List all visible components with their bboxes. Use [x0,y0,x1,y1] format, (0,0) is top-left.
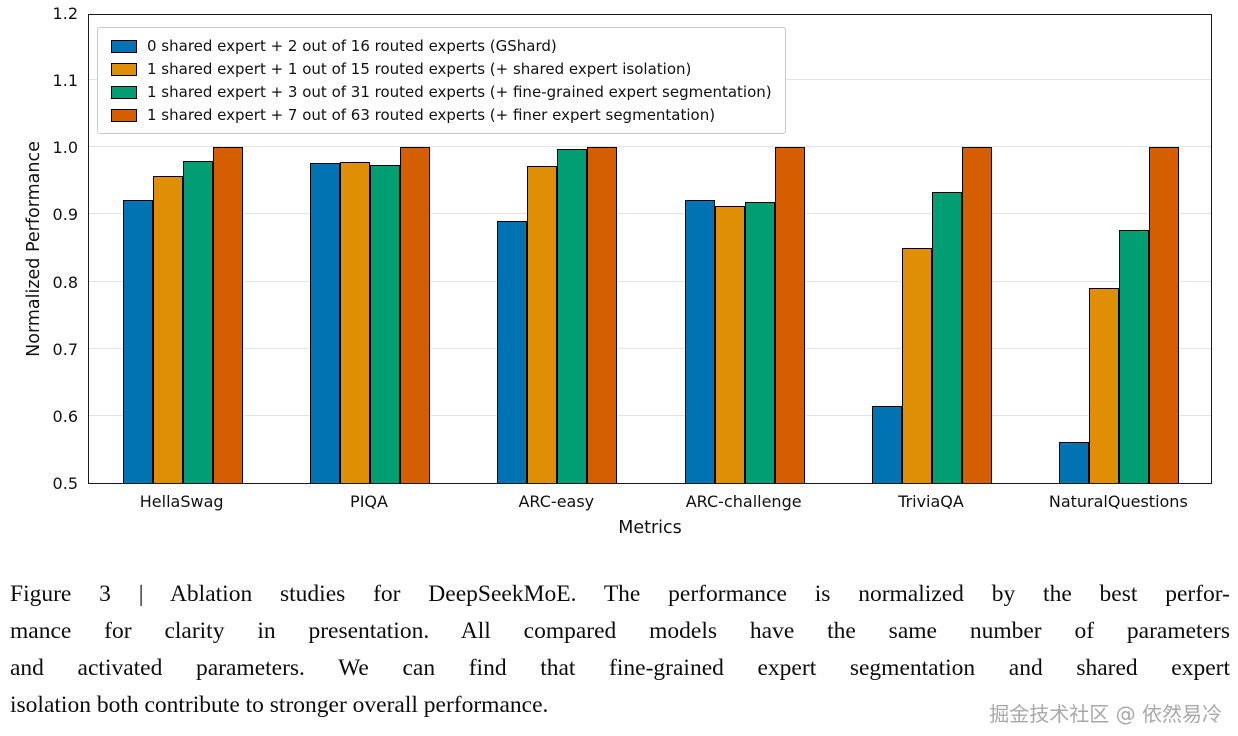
bar [1089,288,1120,483]
gridline [89,213,1211,215]
y-tick-label: 0.9 [52,205,78,225]
gridline [89,414,1211,416]
bar [684,200,715,483]
bar [962,147,992,483]
y-tick-label: 0.8 [52,272,78,292]
gridline [89,280,1211,282]
legend-item: 1 shared expert + 7 out of 63 routed exp… [111,106,772,124]
caption-line-1: Figure 3 | Ablation studies for DeepSeek… [10,581,1230,607]
legend-item: 0 shared expert + 2 out of 16 routed exp… [111,37,772,55]
x-tick-label: HellaSwag [139,492,224,511]
bar [557,148,588,483]
legend-label: 1 shared expert + 1 out of 15 routed exp… [147,60,692,78]
bar [152,176,183,483]
y-tick-label: 0.6 [52,406,78,426]
bars-layer [89,15,1211,483]
bar [744,202,775,483]
bar [872,405,902,483]
x-tick-label: ARC-easy [518,492,595,511]
x-axis-label: Metrics [618,518,682,538]
bar [340,162,370,483]
legend-swatch [111,39,137,53]
legend-label: 1 shared expert + 7 out of 63 routed exp… [147,106,716,124]
watermark: 掘金技术社区 @ 依然易冷 [989,702,1222,726]
y-tick-label: 1.1 [52,71,78,91]
bar [182,160,213,483]
bar [587,147,618,483]
bar [902,248,932,483]
bar [310,162,340,483]
bar [1149,147,1180,483]
y-tick-label: 0.7 [52,339,78,359]
bar [527,166,558,483]
legend-swatch [111,108,137,122]
x-tick-label: PIQA [350,492,388,511]
bar [370,164,400,483]
x-tick-label: NaturalQuestions [1048,492,1188,511]
figure-caption: Figure 3 | Ablation studies for DeepSeek… [10,576,1230,724]
legend-label: 1 shared expert + 3 out of 31 routed exp… [147,83,772,101]
y-tick-label: 1.0 [52,138,78,158]
caption-line-4: isolation both contribute to stronger ov… [10,692,549,718]
legend-item: 1 shared expert + 1 out of 15 routed exp… [111,60,772,78]
legend-swatch [111,62,137,76]
caption-line-3: and activated parameters. We can find th… [10,655,1230,681]
legend-item: 1 shared expert + 3 out of 31 routed exp… [111,83,772,101]
figure-3-chart: Normalized Performance 0 shared expert +… [24,4,1212,538]
gridline [89,146,1211,148]
y-tick-label: 0.5 [52,474,78,493]
bar [714,206,745,483]
bar [1059,442,1090,483]
y-axis-label: Normalized Performance [24,141,44,357]
legend-label: 0 shared expert + 2 out of 16 routed exp… [147,37,557,55]
caption-line-2: mance for clarity in presentation. All c… [10,618,1230,644]
bar [212,147,243,483]
y-tick-label: 1.2 [52,4,78,23]
bar [774,147,805,483]
bar [932,191,962,483]
gridline [89,347,1211,349]
bar [497,221,528,483]
x-tick-label: ARC-challenge [685,492,802,511]
bar [122,199,153,483]
x-tick-label: TriviaQA [898,492,964,511]
legend: 0 shared expert + 2 out of 16 routed exp… [97,27,786,134]
bar [1119,229,1150,483]
bar [400,147,430,483]
legend-swatch [111,85,137,99]
plot-area: 0 shared expert + 2 out of 16 routed exp… [88,14,1212,484]
